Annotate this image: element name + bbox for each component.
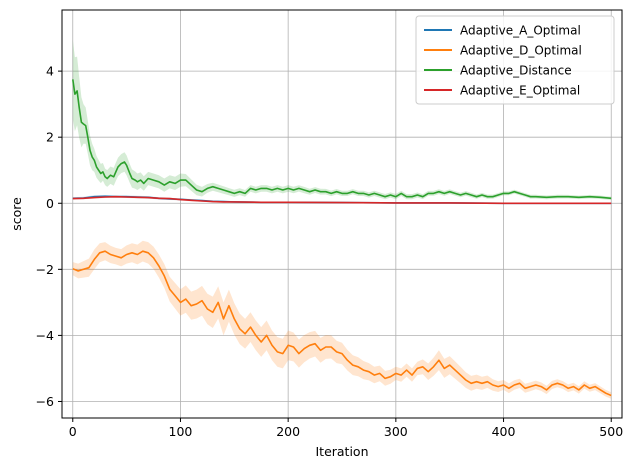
legend-label: Adaptive_Distance [460, 64, 572, 78]
line-adaptive-e-optimal [72, 195, 612, 205]
line-adaptive-d-optimal [72, 250, 612, 397]
legend-entries: Adaptive_A_Optimal Adaptive_D_Optimal Adap… [424, 24, 582, 98]
axis-ticks: 0 100 200 300 400 500 −6 −4 −2 0 2 4 [36, 64, 624, 439]
y-tick-label: −4 [36, 328, 54, 343]
legend: Adaptive_A_Optimal Adaptive_D_Optimal Adap… [415, 15, 615, 105]
plot-area-frame [61, 9, 623, 419]
legend-label: Adaptive_D_Optimal [460, 44, 582, 58]
x-tick-label: 300 [384, 424, 408, 439]
x-axis-label: Iteration [315, 444, 368, 459]
legend-box [415, 15, 615, 105]
y-axis-label: score [9, 197, 24, 231]
x-tick-label: 400 [492, 424, 516, 439]
x-tick-label: 500 [599, 424, 623, 439]
line-adaptive-distance [72, 79, 612, 200]
legend-label: Adaptive_E_Optimal [460, 84, 580, 98]
y-tick-label: 2 [46, 130, 54, 145]
y-tick-label: −2 [36, 262, 54, 277]
x-tick-label: 100 [169, 424, 193, 439]
series-lines [72, 79, 612, 397]
x-tick-label: 200 [276, 424, 300, 439]
y-tick-label: 0 [46, 196, 54, 211]
y-tick-label: 4 [46, 64, 54, 79]
y-tick-label: −6 [36, 394, 54, 409]
x-tick-label: 0 [69, 424, 77, 439]
legend-label: Adaptive_A_Optimal [460, 24, 581, 38]
